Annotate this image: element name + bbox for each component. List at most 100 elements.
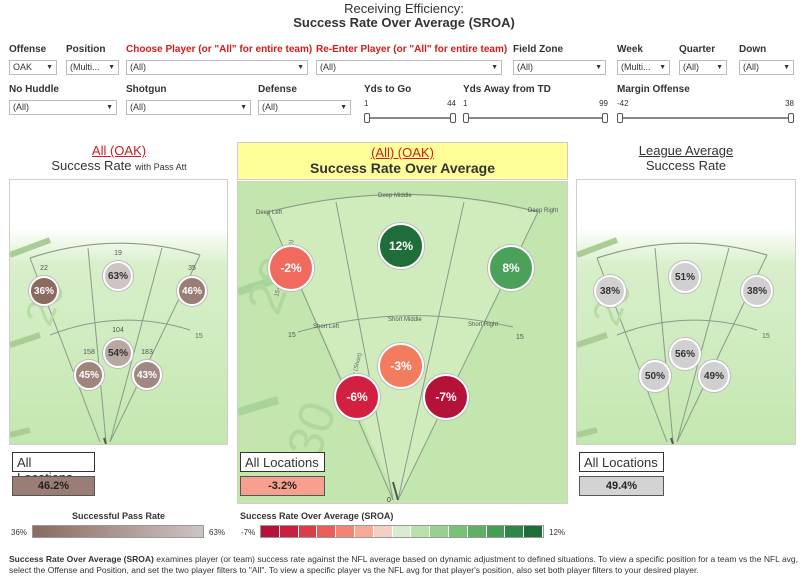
zone-bubble[interactable]: 12% xyxy=(378,223,424,269)
filter-down: Down (All) ▼ xyxy=(739,44,794,75)
legend-sroa-segment xyxy=(467,526,487,537)
slider-margin-offense-track[interactable] xyxy=(617,113,794,123)
filter-quarter-value: (All) xyxy=(683,62,699,72)
zone-short-right: Short Right xyxy=(468,322,498,328)
legend-sroa-segment xyxy=(524,526,543,537)
right-field-chart: 15 20 xyxy=(576,179,796,445)
zone-bubble[interactable]: 38% xyxy=(594,275,626,307)
footnote: Success Rate Over Average (SROA) examine… xyxy=(9,554,799,576)
legend-sroa-segment xyxy=(448,526,468,537)
legend-sroa-segment xyxy=(279,526,299,537)
dropdown-arrow-icon: ▼ xyxy=(108,64,115,71)
center-panel-subtitle: Success Rate Over Average xyxy=(310,160,495,176)
slider-yds-away-td: Yds Away from TD 1 99 xyxy=(463,84,608,123)
legend-sroa-segment xyxy=(373,526,393,537)
slider-max-handle[interactable] xyxy=(450,113,456,123)
slider-yds-to-go-min: 1 xyxy=(364,99,369,108)
filter-defense-label: Defense xyxy=(258,84,297,95)
filter-quarter-select[interactable]: (All) ▼ xyxy=(679,60,727,75)
filter-choose-player-select[interactable]: (All) ▼ xyxy=(126,60,308,75)
dropdown-arrow-icon: ▼ xyxy=(716,64,723,71)
zone-short-left: Short Left xyxy=(313,324,339,330)
zone-bubble[interactable]: 51% xyxy=(669,261,701,293)
filter-position-select[interactable]: (Multi... ▼ xyxy=(66,60,119,75)
dropdown-arrow-icon: ▼ xyxy=(783,64,790,71)
legend-sroa-segment xyxy=(505,526,525,537)
legend-sroa-segment xyxy=(261,526,280,537)
zone-bubble[interactable]: 8% xyxy=(488,245,534,291)
zone-bubble[interactable]: 45% xyxy=(74,360,104,390)
zone-count: 158 xyxy=(83,349,95,356)
filter-shotgun-select[interactable]: (All) ▼ xyxy=(126,100,251,115)
dropdown-arrow-icon: ▼ xyxy=(46,64,53,71)
dashboard-title: Receiving Efficiency: Success Rate Over … xyxy=(0,2,808,30)
zone-bubble[interactable]: 49% xyxy=(698,360,730,392)
legend-pass-rate-max: 63% xyxy=(209,528,226,537)
filter-position-value: (Multi... xyxy=(70,62,100,72)
line-15-label: 15 xyxy=(516,334,524,341)
legend-sroa-segment xyxy=(411,526,431,537)
filter-choose-player-label: Choose Player (or "All" for entire team) xyxy=(126,44,313,55)
dropdown-arrow-icon: ▼ xyxy=(595,64,602,71)
filter-shotgun: Shotgun (All) ▼ xyxy=(126,84,251,115)
slider-yds-away-td-track[interactable] xyxy=(463,113,608,123)
center-location-box[interactable]: All Locations xyxy=(240,452,325,472)
zone-count: 104 xyxy=(112,327,124,334)
filter-down-select[interactable]: (All) ▼ xyxy=(739,60,794,75)
slider-yds-away-td-label: Yds Away from TD xyxy=(463,84,551,95)
slider-margin-offense-label: Margin Offense xyxy=(617,84,690,95)
right-panel-subtitle: Success Rate xyxy=(645,158,727,173)
right-location-box[interactable]: All Locations xyxy=(579,452,664,472)
left-panel-title[interactable]: All (OAK) xyxy=(91,143,147,158)
slider-min-handle[interactable] xyxy=(364,113,370,123)
legend-sroa-title: Success Rate Over Average (SROA) xyxy=(240,511,394,521)
zone-bubble[interactable]: -6% xyxy=(334,374,380,420)
dropdown-arrow-icon: ▼ xyxy=(659,64,666,71)
zone-count: 35 xyxy=(188,265,196,272)
filter-field-zone-label: Field Zone xyxy=(513,44,563,55)
zone-count: 22 xyxy=(40,265,48,272)
zone-bubble[interactable]: 63% xyxy=(103,261,133,291)
left-location-box[interactable]: All Locations xyxy=(12,452,95,485)
slider-max-handle[interactable] xyxy=(788,113,794,123)
slider-max-handle[interactable] xyxy=(602,113,608,123)
filter-offense-select[interactable]: OAK ▼ xyxy=(9,60,57,75)
zone-deep-middle: Deep Middle xyxy=(378,193,412,199)
legend-sroa-segment xyxy=(486,526,506,537)
slider-yds-away-td-max: 99 xyxy=(599,99,608,108)
filter-reenter-player-select[interactable]: (All) ▼ xyxy=(316,60,502,75)
footnote-bold: Success Rate Over Average (SROA) xyxy=(9,554,154,564)
filter-no-huddle-select[interactable]: (All) ▼ xyxy=(9,100,117,115)
zone-bubble[interactable]: 43% xyxy=(132,360,162,390)
legend-sroa-segment xyxy=(354,526,374,537)
zone-bubble[interactable]: 50% xyxy=(639,360,671,392)
left-panel-header: All (OAK) Success Rate with Pass Att xyxy=(9,143,229,173)
zone-bubble[interactable]: -2% xyxy=(268,245,314,291)
slider-min-handle[interactable] xyxy=(617,113,623,123)
legend-sroa-bar xyxy=(260,525,544,538)
filter-reenter-player-value: (All) xyxy=(320,62,336,72)
slider-yds-to-go-track[interactable] xyxy=(364,113,456,123)
center-panel-title[interactable]: (All) (OAK) xyxy=(371,145,434,160)
zone-bubble[interactable]: 56% xyxy=(669,338,701,370)
zone-bubble[interactable]: 38% xyxy=(741,275,773,307)
slider-yds-away-td-min: 1 xyxy=(463,99,468,108)
slider-yds-to-go: Yds to Go 1 44 xyxy=(364,84,456,123)
title-line-1: Receiving Efficiency: xyxy=(344,1,464,16)
filter-field-zone-select[interactable]: (All) ▼ xyxy=(513,60,606,75)
zone-bubble[interactable]: -7% xyxy=(423,374,469,420)
zone-bubble[interactable]: 54% xyxy=(103,338,133,368)
dropdown-arrow-icon: ▼ xyxy=(240,104,247,111)
zone-bubble[interactable]: -3% xyxy=(378,343,424,389)
zone-bubble[interactable]: 36% xyxy=(29,276,59,306)
right-panel-header: League Average Success Rate xyxy=(576,143,796,173)
filter-reenter-player: Re-Enter Player (or "All" for entire tea… xyxy=(316,44,507,75)
filter-defense-select[interactable]: (All) ▼ xyxy=(258,100,351,115)
slider-min-handle[interactable] xyxy=(463,113,469,123)
zone-bubble[interactable]: 46% xyxy=(177,276,207,306)
dropdown-arrow-icon: ▼ xyxy=(297,64,304,71)
legend-sroa-segment xyxy=(430,526,449,537)
filter-week-select[interactable]: (Multi... ▼ xyxy=(617,60,670,75)
center-panel-header: (All) (OAK) Success Rate Over Average xyxy=(237,142,568,180)
filter-shotgun-label: Shotgun xyxy=(126,84,167,95)
